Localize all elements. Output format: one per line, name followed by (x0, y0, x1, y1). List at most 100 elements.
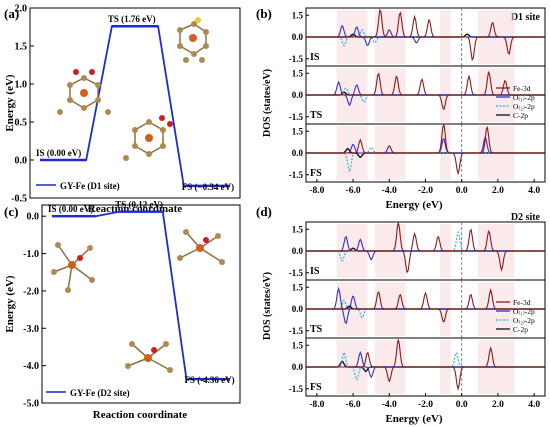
dos-x-tick-label-d: -2.0 (418, 400, 433, 410)
dos-x-tick-label-b: -8.0 (309, 186, 324, 196)
dos-curve-fe-3d-is (306, 222, 545, 274)
dos-d2: (d) D2 site DOS (states/eV) Energy (eV) … (256, 204, 546, 425)
dos-legend-label: Fe-3d (513, 84, 531, 93)
dos-y-tick-label: 1.5 (292, 282, 304, 292)
state-label-is-a: IS (0.00 eV) (36, 148, 81, 158)
dos-x-tick-label-b: -4.0 (382, 186, 397, 196)
state-label-ts-c: TS (0.12 eV) (115, 200, 163, 210)
y-tick-label-c: -3.0 (23, 324, 39, 335)
dos-y-tick-label: 1.5 (292, 224, 304, 234)
dos-curve-fe-3d-is (306, 8, 545, 62)
dos-legend-label: C-2p (513, 325, 528, 334)
dos-y-tick-label: 1.5 (292, 10, 304, 20)
y-axis-label-d: DOS (states/eV) (262, 272, 273, 340)
dos-d1: (b) D1 site DOS (states/eV) Energy (eV) … (256, 6, 546, 211)
state-label-is-c: IS (0.00 eV) (48, 204, 93, 214)
dos-x-tick-label-d: -8.0 (309, 400, 324, 410)
dos-state-label: IS (310, 266, 320, 277)
x-axis-label-b: Energy (eV) (385, 199, 442, 211)
dos-y-tick-label: -1.5 (289, 384, 304, 394)
dos-y-tick-label: 0.0 (292, 362, 304, 372)
dos-subpanel-is-d: 1.5 0.0 -1.5 IS (289, 221, 546, 281)
dos-x-tick-label-d: -4.0 (382, 400, 397, 410)
dos-curve-o1-2p-ts (306, 80, 545, 107)
dos-x-tick-label-d: 2.0 (492, 400, 504, 410)
panel-tag-c: (c) (4, 204, 18, 219)
y-tick-label-c: -4.0 (23, 361, 39, 372)
y-tick-label-c: -2.0 (23, 286, 39, 297)
y-tick-label-c: 0.0 (27, 212, 40, 223)
dos-x-tick-label-b: -6.0 (346, 186, 361, 196)
y-tick-label-a: 0.0 (15, 156, 28, 167)
y-tick-label-a: 2.0 (15, 4, 28, 15)
dos-y-tick-label: 0.0 (292, 304, 304, 314)
energy-profile-d1: (a) Energy (eV) Reaction coordinate -0.5… (4, 4, 241, 215)
dos-state-label: FS (310, 168, 322, 179)
dos-y-tick-label: -1.5 (289, 268, 304, 278)
d2-is-structure-image (51, 242, 95, 293)
y-tick-label-a: 1.5 (15, 42, 28, 53)
d2-fs-structure-image (125, 341, 173, 373)
dos-x-tick-label-d: -6.0 (346, 400, 361, 410)
dos-x-tick-label-b: -2.0 (418, 186, 433, 196)
dos-subpanel-is-b: 1.5 0.0 -1.5 IS (289, 7, 546, 67)
dos-legend-b: Fe-3dO₍₁₎-2pO₍₂₎-2pC-2p (496, 84, 535, 120)
dos-y-tick-label: 0.0 (292, 246, 304, 256)
dos-x-tick-label-b: 0.0 (456, 186, 468, 196)
ts-structure-image (177, 17, 209, 63)
dos-x-tick-label-d: 4.0 (528, 400, 540, 410)
dos-y-tick-label: -1.5 (289, 326, 304, 336)
panel-tag-a: (a) (4, 6, 19, 21)
dos-legend-label: C-2p (513, 111, 528, 120)
energy-profile-d2: (c) Energy (eV) Reaction coordinate 0.0 -… (4, 200, 241, 421)
state-label-fs-c: FS (-4.36 eV) (184, 375, 234, 385)
y-tick-label-c: -1.0 (23, 249, 39, 260)
y-axis-label-b: DOS (states/eV) (262, 69, 273, 137)
legend-a: GY-Fe (D1 site) (36, 181, 120, 191)
dos-state-label: IS (310, 52, 320, 63)
dos-legend-label: O₍₂₎-2p (513, 316, 535, 325)
dos-curve-fe-3d-fs (306, 339, 545, 391)
y-axis-label-c: Energy (eV) (4, 275, 16, 332)
dos-curve-fe-3d-ts (306, 288, 545, 323)
dos-curve-fe-3d-fs (306, 123, 545, 176)
dos-y-tick-label: 0.0 (292, 90, 304, 100)
dos-subpanel-ts-b: 1.5 0.0 -1.5 TS (289, 65, 546, 125)
dos-y-tick-label: -1.5 (289, 112, 304, 122)
d2-ts-structure-image (177, 229, 225, 265)
energy-profile-line-a (40, 25, 230, 187)
dos-y-tick-label: 0.0 (292, 148, 304, 158)
dos-curve-fe-3d-ts (306, 70, 545, 111)
legend-label-c: GY-Fe (D2 site) (70, 388, 130, 398)
dos-y-tick-label: -1.5 (289, 54, 304, 64)
dos-curve-o1-2p-is (306, 24, 545, 47)
x-axis-label-d: Energy (eV) (385, 413, 442, 425)
dos-state-label: FS (310, 382, 322, 393)
y-tick-label-a: -0.5 (11, 194, 27, 205)
dos-legend-label: O₍₁₎-2p (513, 93, 535, 102)
dos-x-tick-label-b: 4.0 (528, 186, 540, 196)
dos-x-tick-label-b: 2.0 (492, 186, 504, 196)
dos-legend-label: Fe-3d (513, 298, 531, 307)
dos-legend-label: O₍₁₎-2p (513, 307, 535, 316)
y-tick-label-a: 1.0 (15, 80, 28, 91)
dos-subpanel-ts-d: 1.5 0.0 -1.5 TS (289, 279, 546, 339)
dos-x-tick-label-d: 0.0 (456, 400, 468, 410)
panel-tag-b: (b) (256, 6, 272, 21)
dos-y-tick-label: 1.5 (292, 68, 304, 78)
y-tick-label-a: 0.5 (15, 118, 28, 129)
state-label-ts-a: TS (1.76 eV) (108, 14, 156, 24)
y-axis-label-a: Energy (eV) (4, 74, 16, 131)
dos-y-tick-label: 1.5 (292, 126, 304, 136)
panel-tag-d: (d) (256, 204, 272, 219)
dos-y-tick-label: 1.5 (292, 340, 304, 350)
dos-legend-d: Fe-3dO₍₁₎-2pO₍₂₎-2pC-2p (496, 298, 535, 334)
dos-state-label: TS (310, 110, 323, 121)
state-label-fs-a: FS (−0.34 eV) (182, 182, 234, 192)
dos-y-tick-label: -1.5 (289, 170, 304, 180)
site-label-b: D1 site (511, 12, 541, 23)
legend-label-a: GY-Fe (D1 site) (60, 181, 120, 191)
fs-structure-image (123, 115, 173, 161)
dos-state-label: TS (310, 324, 323, 335)
